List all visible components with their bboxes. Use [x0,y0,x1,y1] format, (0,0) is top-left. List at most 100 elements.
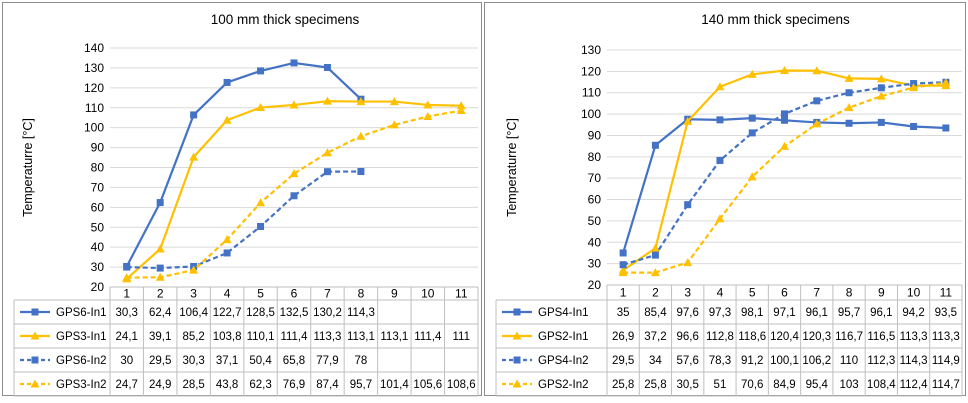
data-point [812,119,822,128]
data-point [910,122,918,130]
data-point [122,273,132,282]
table-cell: 25,8 [644,379,666,391]
data-point [715,82,725,91]
table-cell: 128,5 [246,307,275,319]
data-point [747,172,757,181]
legend-key-marker [31,308,39,316]
table-cell: 118,6 [738,331,766,343]
legend-label: GPS6-In2 [56,355,107,367]
table-cell: 113,3 [900,331,928,343]
table-cell: 103 [839,379,858,391]
data-point [780,66,789,75]
table-cell: 106,4 [179,307,208,319]
data-point [781,116,788,124]
y-tick-label: 30 [91,260,105,274]
chart-title: 140 mm thick specimens [701,12,850,27]
table-cell: 77,9 [316,355,338,367]
y-tick-label: 90 [588,128,602,142]
x-tick-label: 8 [846,286,853,300]
data-point [813,97,821,105]
table-cell: 114,7 [932,379,960,391]
data-point [618,268,628,277]
data-point [289,169,299,178]
table-cell: 93,5 [935,307,957,319]
table-cell: 30,5 [676,379,698,391]
data-point [844,73,854,82]
legend-key-marker [512,379,522,388]
x-tick-label: 5 [749,286,756,300]
y-tick-label: 70 [588,171,602,185]
table-cell: 95,4 [806,379,829,391]
y-tick-label: 40 [588,235,602,249]
table-cell: 114,3 [347,307,375,319]
data-point [290,192,298,200]
x-tick-label: 9 [391,287,398,301]
y-tick-label: 40 [91,240,105,254]
table-cell: 95,7 [838,307,860,319]
data-point [877,118,885,126]
data-point [684,201,692,209]
y-axis-label: Temperaturre [°C] [505,118,519,217]
y-tick-label: 50 [91,220,105,234]
y-tick-label: 120 [581,64,601,78]
x-tick-label: 6 [291,287,298,301]
data-point [389,120,399,129]
y-tick-label: 80 [588,150,602,164]
table-cell: 30,3 [182,355,204,367]
x-tick-label: 7 [813,286,820,300]
data-point [223,249,231,257]
data-point [256,198,266,207]
data-point [322,96,332,105]
table-cell: 120,4 [770,331,799,343]
data-point [423,112,433,121]
x-tick-label: 7 [324,287,331,301]
legend-label: GPS4-In2 [538,355,589,367]
y-tick-label: 50 [588,214,602,228]
table-cell: 87,4 [316,379,339,391]
x-tick-label: 1 [123,287,130,301]
table-cell: 113,3 [313,331,341,343]
y-tick-label: 20 [91,280,105,294]
data-point [257,222,265,230]
table-cell: 96,6 [676,331,698,343]
data-point [683,116,693,125]
data-point [456,101,466,110]
x-tick-label: 3 [684,286,691,300]
table-cell: 43,8 [216,379,238,391]
table-cell: 97,3 [709,307,731,319]
table-cell: 30 [120,355,133,367]
data-point [456,106,466,115]
data-point [844,103,854,112]
table-cell: 112,8 [706,331,734,343]
table-cell: 78 [355,355,368,367]
data-point [190,111,198,119]
series-line [126,109,462,279]
table-cell: 65,8 [283,355,305,367]
data-point [845,89,853,97]
series-GPS6-In1: GPS6-In1 30,3 62,4 106,4 122,7 128,5 132,5 130,… [20,59,375,319]
chart-title: 100 mm thick specimens [211,12,360,27]
chart-panel-1: 100 mm thick specimens 20 30 40 50 60 70 80 90 10… [2,2,482,397]
data-point [747,69,757,78]
y-tick-label: 80 [91,161,105,175]
data-point [716,156,724,164]
y-tick-label: 20 [588,278,602,292]
table-cell: 78,3 [709,355,731,367]
table-cell: 25,8 [612,379,634,391]
legend-key-marker [513,308,521,316]
table-cell: 28,5 [182,379,204,391]
table-cell: 108,4 [867,379,896,391]
table-cell: 96,1 [806,307,828,319]
table-cell: 84,9 [773,379,795,391]
legend-label: GPS3-In2 [56,379,107,391]
x-tick-label: 10 [907,286,921,300]
y-tick-label: 90 [91,141,105,155]
data-point [845,119,853,127]
table-cell: 70,6 [741,379,763,391]
data-point [189,265,199,274]
data-point [942,124,950,132]
chart-panel-2: 140 mm thick specimens 20 30 40 50 60 70 80 90 10… [484,2,966,397]
legend-label: GPS2-In1 [538,331,589,343]
table-cell: 85,4 [644,307,667,319]
